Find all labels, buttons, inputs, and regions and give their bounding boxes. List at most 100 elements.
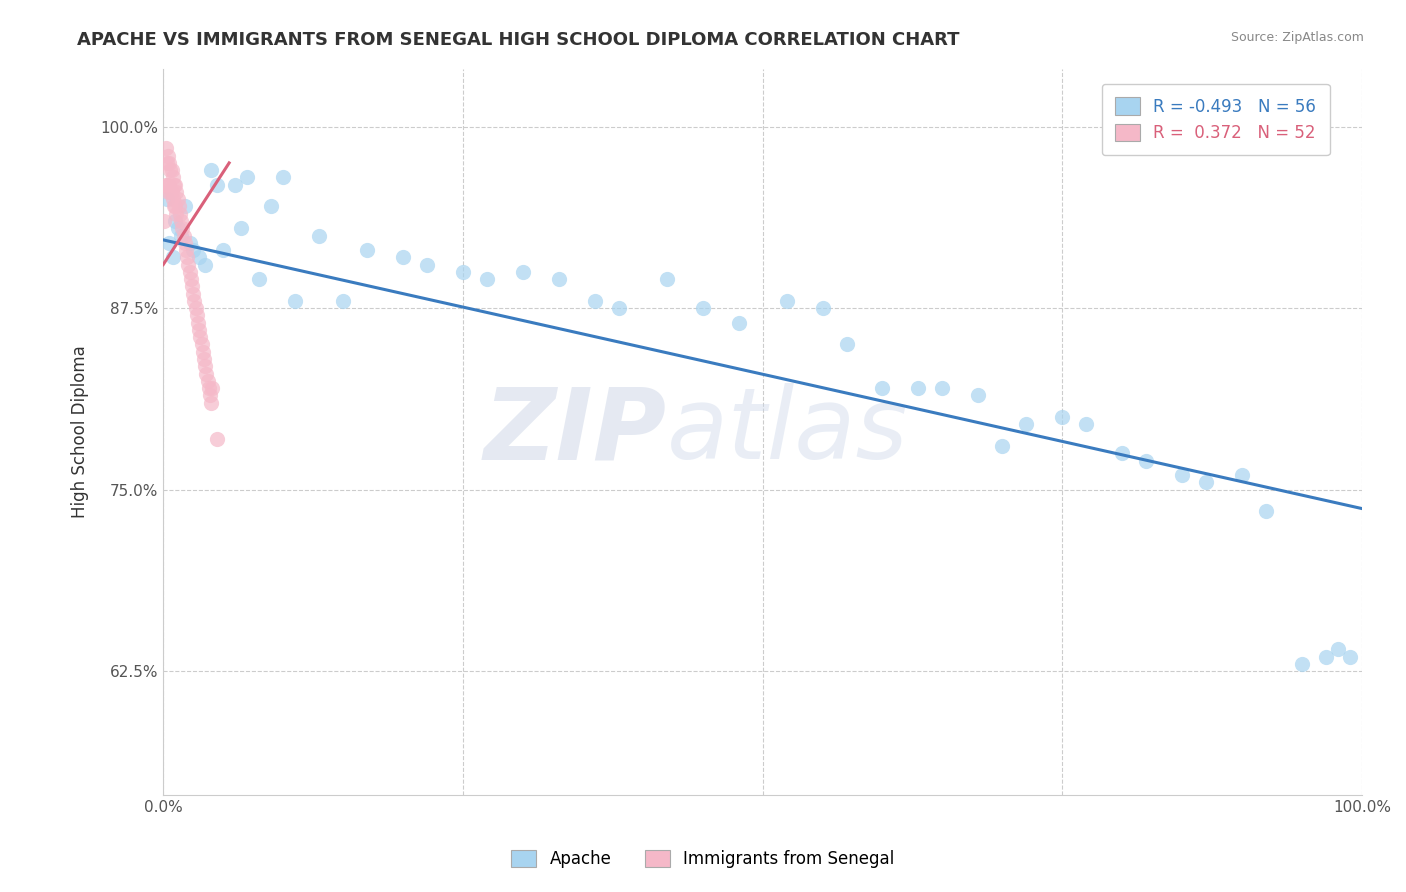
- Point: [162, 192, 184, 206]
- Point: [169, 207, 191, 221]
- Point: [212, 243, 235, 257]
- Point: [186, 309, 208, 323]
- Text: atlas: atlas: [666, 383, 908, 480]
- Point: [163, 178, 186, 192]
- Point: [308, 228, 330, 243]
- Point: [1195, 475, 1218, 490]
- Point: [166, 192, 188, 206]
- Point: [872, 381, 894, 395]
- Point: [166, 221, 188, 235]
- Point: [198, 388, 221, 402]
- Point: [167, 199, 190, 213]
- Point: [184, 301, 207, 315]
- Point: [811, 301, 834, 315]
- Legend: R = -0.493   N = 56, R =  0.372   N = 52: R = -0.493 N = 56, R = 0.372 N = 52: [1102, 84, 1330, 155]
- Point: [165, 214, 187, 228]
- Point: [271, 170, 294, 185]
- Point: [607, 301, 630, 315]
- Point: [174, 243, 197, 257]
- Point: [1230, 468, 1253, 483]
- Point: [197, 381, 219, 395]
- Point: [451, 265, 474, 279]
- Point: [157, 235, 180, 250]
- Point: [183, 293, 205, 308]
- Point: [205, 432, 228, 446]
- Point: [236, 170, 259, 185]
- Point: [165, 207, 187, 221]
- Point: [156, 149, 179, 163]
- Point: [173, 235, 195, 250]
- Point: [180, 272, 202, 286]
- Point: [1076, 417, 1098, 432]
- Point: [224, 178, 246, 192]
- Point: [190, 337, 212, 351]
- Point: [165, 199, 187, 213]
- Point: [187, 316, 209, 330]
- Point: [201, 381, 224, 395]
- Point: [512, 265, 534, 279]
- Point: [247, 272, 270, 286]
- Point: [1015, 417, 1038, 432]
- Y-axis label: High School Diploma: High School Diploma: [72, 345, 89, 518]
- Point: [967, 388, 990, 402]
- Point: [356, 243, 378, 257]
- Point: [181, 243, 204, 257]
- Point: [775, 293, 797, 308]
- Point: [172, 221, 194, 235]
- Point: [205, 178, 228, 192]
- Point: [191, 344, 214, 359]
- Point: [181, 286, 204, 301]
- Point: [156, 178, 179, 192]
- Point: [332, 293, 354, 308]
- Point: [188, 250, 211, 264]
- Point: [159, 185, 181, 199]
- Point: [200, 395, 222, 409]
- Point: [188, 323, 211, 337]
- Point: [231, 221, 253, 235]
- Point: [162, 170, 184, 185]
- Point: [156, 192, 179, 206]
- Point: [194, 359, 217, 374]
- Point: [159, 163, 181, 178]
- Point: [260, 199, 283, 213]
- Point: [1052, 410, 1074, 425]
- Point: [392, 250, 415, 264]
- Point: [194, 258, 217, 272]
- Point: [173, 199, 195, 213]
- Point: [991, 439, 1014, 453]
- Point: [157, 156, 180, 170]
- Point: [1171, 468, 1194, 483]
- Point: [1339, 649, 1361, 664]
- Point: [692, 301, 714, 315]
- Point: [284, 293, 307, 308]
- Point: [163, 199, 186, 213]
- Point: [1135, 453, 1157, 467]
- Point: [181, 279, 204, 293]
- Point: [176, 250, 198, 264]
- Point: [156, 185, 179, 199]
- Point: [655, 272, 678, 286]
- Point: [179, 235, 201, 250]
- Point: [835, 337, 858, 351]
- Point: [179, 265, 201, 279]
- Point: [197, 374, 219, 388]
- Point: [727, 316, 749, 330]
- Point: [155, 141, 177, 155]
- Point: [160, 163, 183, 178]
- Point: [153, 214, 176, 228]
- Point: [475, 272, 498, 286]
- Point: [177, 258, 200, 272]
- Point: [170, 228, 193, 243]
- Point: [173, 228, 195, 243]
- Point: [193, 351, 215, 366]
- Text: APACHE VS IMMIGRANTS FROM SENEGAL HIGH SCHOOL DIPLOMA CORRELATION CHART: APACHE VS IMMIGRANTS FROM SENEGAL HIGH S…: [77, 31, 960, 49]
- Text: ZIP: ZIP: [484, 383, 666, 480]
- Point: [583, 293, 606, 308]
- Point: [1327, 642, 1350, 657]
- Point: [1111, 446, 1133, 460]
- Point: [416, 258, 439, 272]
- Point: [170, 214, 193, 228]
- Point: [195, 367, 218, 381]
- Point: [200, 163, 222, 178]
- Point: [547, 272, 569, 286]
